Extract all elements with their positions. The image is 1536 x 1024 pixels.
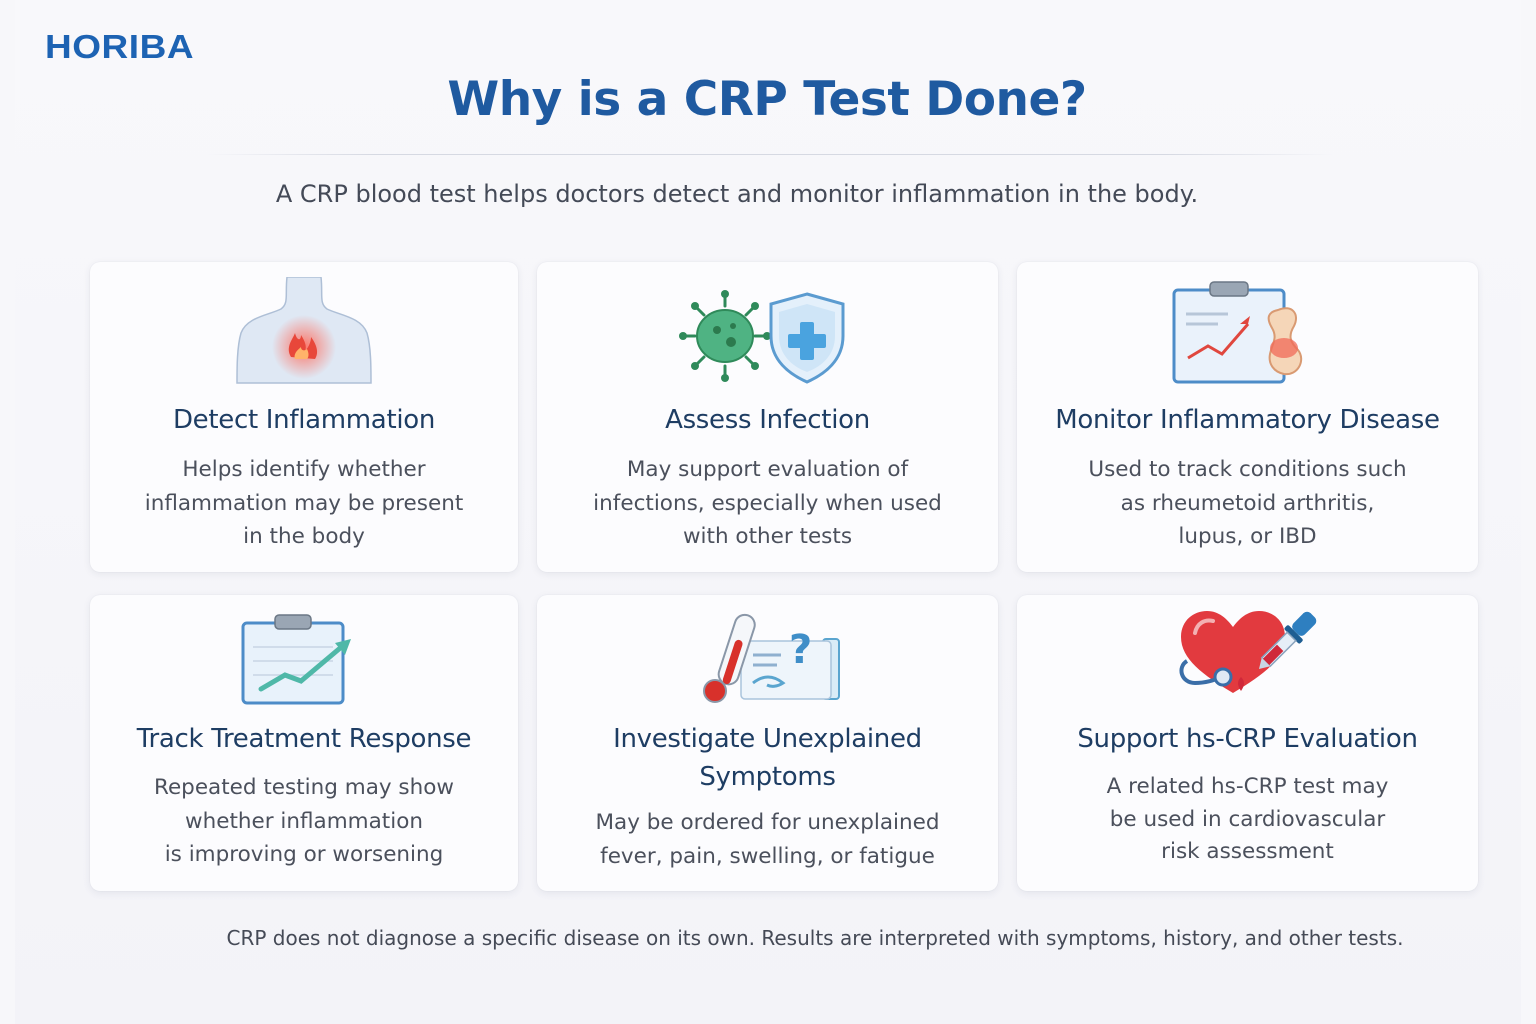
card-support-hs-crp-evaluation: Support hs-CRP Evaluation A related hs-C… [1017, 595, 1478, 891]
card-description: Repeated testing may show whether inflam… [153, 775, 454, 867]
page-subtitle: A CRP blood test helps doctors detect an… [275, 180, 1199, 208]
thermometer-question-icon: ? [702, 613, 840, 703]
inflamed-chest-icon [236, 277, 372, 384]
card-title: Assess Infection [665, 405, 870, 435]
title-divider [205, 154, 1335, 155]
card-title: Investigate Unexplained Symptoms [613, 724, 922, 792]
heart-dropper-icon [1178, 611, 1316, 693]
card-investigate-unexplained-symptoms: ? Investigate Unexplained Symptoms May b… [537, 595, 998, 891]
card-description: A related hs-CRP test may be used in car… [1106, 774, 1389, 864]
virus-shield-icon [678, 290, 844, 384]
clipboard-joint-icon [1172, 281, 1302, 384]
card-title: Support hs-CRP Evaluation [1077, 724, 1418, 754]
disclaimer-note: CRP does not diagnose a specific disease… [226, 926, 1404, 950]
card-title: Track Treatment Response [136, 724, 472, 754]
horiba-logo: HORIBA [45, 28, 195, 65]
card-description: Helps identify whether inflammation may … [144, 457, 464, 549]
card-track-treatment-response: Track Treatment Response Repeated testin… [90, 595, 518, 891]
card-title: Monitor Inflammatory Disease [1055, 405, 1440, 435]
card-description: Used to track conditions such as rheumet… [1088, 457, 1407, 549]
card-detect-inflammation: Detect Inflammation Helps identify wheth… [90, 262, 518, 572]
card-title: Detect Inflammation [172, 405, 436, 435]
card-description: May be ordered for unexplained fever, pa… [595, 810, 940, 869]
card-description: May support evaluation of infections, es… [593, 457, 942, 549]
card-assess-infection: Assess Infection May support evaluation … [537, 262, 998, 572]
card-monitor-inflammatory-disease: Monitor Inflammatory Disease Used to tra… [1017, 262, 1478, 572]
clipboard-chart-icon [241, 614, 351, 705]
page-title: Why is a CRP Test Done? [447, 72, 1087, 127]
infographic-page: HORIBA Why is a CRP Test Done? A CRP blo… [15, 0, 1521, 1024]
svg-text:?: ? [789, 627, 812, 673]
